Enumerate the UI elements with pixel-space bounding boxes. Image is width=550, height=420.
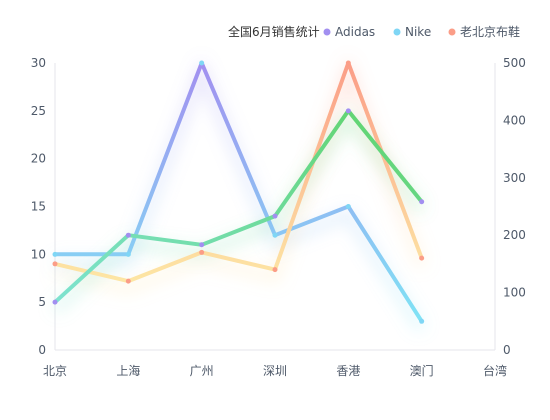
legend-title: 全国6月销售统计: [228, 24, 320, 39]
legend-marker: [323, 28, 331, 36]
data-point-老北京布鞋: [125, 278, 131, 284]
x-tick-label: 上海: [116, 363, 140, 378]
y-right-tick-label: 200: [503, 228, 526, 242]
data-point-Adidas: [345, 108, 351, 114]
data-point-老北京布鞋: [52, 261, 58, 267]
data-point-Adidas: [199, 242, 205, 248]
y-right-tick-label: 300: [503, 171, 526, 185]
series-line-Adidas: [53, 108, 424, 305]
data-point-Nike: [345, 204, 351, 209]
series-glow-Nike: [55, 57, 426, 332]
series-points: [52, 60, 425, 324]
y-left-tick-label: 15: [31, 200, 46, 214]
legend-label: Adidas: [335, 25, 375, 39]
y-left-tick-label: 5: [38, 295, 46, 309]
x-tick-label: 深圳: [263, 364, 287, 378]
y-left-tick-label: 0: [38, 343, 46, 357]
legend-marker: [393, 28, 401, 36]
data-point-老北京布鞋: [419, 255, 425, 261]
data-point-Nike: [199, 60, 205, 66]
x-tick-label: 北京: [43, 364, 67, 378]
y-right-ticks: 0 100 200 300 400 500: [503, 56, 526, 357]
x-tick-label: 台湾: [483, 363, 507, 378]
x-ticks: 北京 上海 广州 深圳 香港 澳门 台湾: [43, 363, 507, 378]
series-lines: [53, 61, 424, 324]
series-glow-老北京布鞋: [53, 56, 427, 295]
y-left-tick-label: 25: [31, 104, 46, 118]
legend-label: 老北京布鞋: [460, 24, 520, 39]
data-point-Adidas: [125, 232, 131, 238]
x-tick-label: 广州: [190, 364, 214, 378]
y-left-ticks: 0 5 10 15 20 25 30: [31, 56, 46, 357]
x-tick-label: 香港: [336, 364, 360, 378]
y-right-tick-label: 0: [503, 343, 511, 357]
data-point-Adidas: [419, 199, 425, 205]
data-point-Adidas: [272, 213, 278, 219]
y-left-tick-label: 30: [31, 56, 46, 70]
series-line-老北京布鞋: [53, 61, 424, 284]
y-left-tick-label: 10: [31, 247, 46, 261]
series-line-Nike: [53, 61, 424, 324]
data-point-老北京布鞋: [272, 267, 278, 273]
legend-item: Adidas: [323, 25, 375, 39]
legend: 全国6月销售统计 Adidas Nike 老北京布鞋: [228, 24, 520, 39]
legend-marker: [448, 28, 456, 36]
data-point-老北京布鞋: [199, 249, 205, 255]
y-right-tick-label: 400: [503, 113, 526, 127]
data-point-Nike: [125, 251, 131, 257]
data-point-老北京布鞋: [345, 60, 351, 66]
y-right-tick-label: 100: [503, 286, 526, 300]
data-point-Nike: [52, 251, 58, 257]
legend-label: Nike: [405, 25, 431, 39]
x-tick-label: 澳门: [410, 363, 434, 378]
data-point-Nike: [419, 318, 425, 324]
y-right-tick-label: 500: [503, 56, 526, 70]
legend-item: 老北京布鞋: [448, 24, 520, 39]
data-point-Adidas: [52, 299, 58, 305]
y-left-tick-label: 20: [31, 152, 46, 166]
data-point-Nike: [272, 232, 278, 238]
legend-item: Nike: [393, 25, 431, 39]
